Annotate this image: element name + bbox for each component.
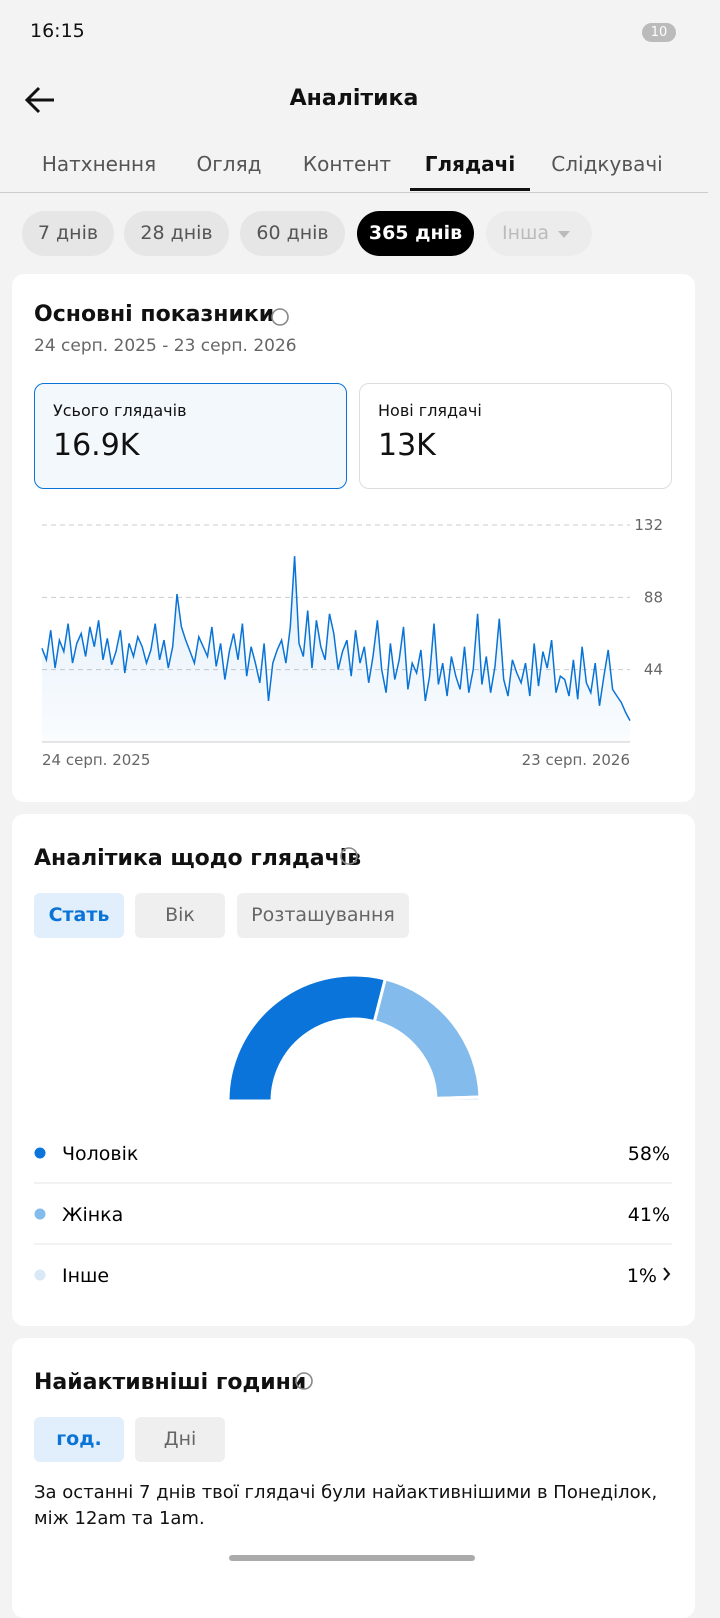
tab[interactable]: Огляд [196, 152, 262, 176]
range-chip[interactable]: 28 днів [124, 211, 229, 256]
tab[interactable]: Глядачі [424, 152, 516, 176]
section-title: Аналітика щодо глядачів [34, 846, 362, 871]
segment-tab[interactable]: год. [34, 1417, 124, 1462]
tab[interactable]: Контент [302, 152, 392, 176]
section-title: Найактивніші години [34, 1370, 307, 1395]
tab-indicator [410, 188, 530, 191]
segment-tab[interactable]: Вік [135, 893, 225, 938]
page-title: Аналітика [289, 86, 419, 111]
segment-tab[interactable]: Розташування [237, 893, 409, 938]
range-chip[interactable]: 60 днів [240, 211, 345, 256]
metric-label: Нові глядачі [378, 401, 482, 420]
audience-card: Аналітика щодо глядачів Стать Вік Розташув… [12, 814, 695, 1326]
active-hours-card: Найактивніші години год. Дні За останні 7… [12, 1338, 695, 1618]
back-button[interactable] [20, 80, 60, 120]
range-chip: Інша [486, 211, 592, 256]
tab[interactable]: Натхнення [41, 152, 157, 176]
segment-tab[interactable]: Стать [34, 893, 124, 938]
gesture-bar [229, 1555, 475, 1561]
section-title: Основні показники [34, 302, 275, 327]
range-chip[interactable]: 365 днів [357, 211, 474, 256]
metric-card[interactable]: Нові глядачі 13K [359, 383, 672, 489]
metric-label: Усього глядачів [53, 401, 187, 420]
divider [0, 192, 708, 193]
metric-value: 16.9K [53, 428, 140, 463]
key-metrics-card: Основні показники 24 серп. 2025 - 23 сер… [12, 274, 695, 802]
segment-tab[interactable]: Дні [135, 1417, 225, 1462]
metric-value: 13K [378, 428, 436, 463]
range-chip[interactable]: 7 днів [22, 211, 114, 256]
clock: 16:15 [30, 20, 85, 42]
date-range: 24 серп. 2025 - 23 серп. 2026 [34, 336, 297, 356]
dropdown-arrow [558, 231, 570, 238]
metric-card[interactable]: Усього глядачів 16.9K [34, 383, 347, 489]
tab[interactable]: Слідкувачі [551, 152, 663, 176]
summary-text: За останні 7 днів твої глядачі були найа… [34, 1482, 658, 1529]
battery: 10 [642, 23, 676, 42]
